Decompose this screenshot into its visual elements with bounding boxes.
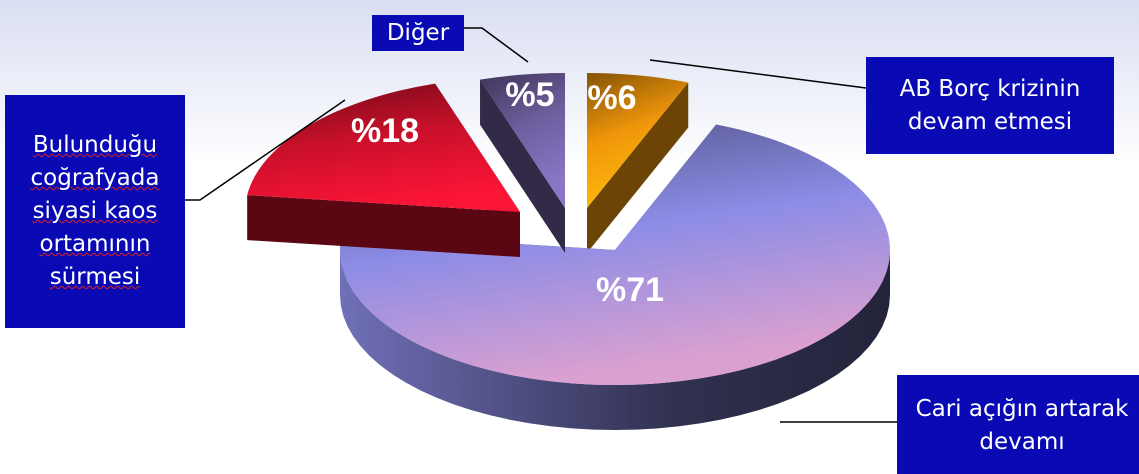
category-text: Diğer bbox=[386, 19, 450, 46]
slice bbox=[340, 124, 891, 430]
category-text: Cari açığın artarak devamı bbox=[915, 396, 1129, 455]
slice bbox=[247, 83, 520, 258]
category-label: AB Borç krizinin devam etmesi bbox=[866, 57, 1114, 154]
category-label: Diğer bbox=[372, 15, 464, 51]
slice-wall bbox=[587, 82, 689, 254]
category-text: Bulunduğu coğrafyada siyasi kaos ortamın… bbox=[30, 132, 160, 290]
value-label: %6 bbox=[587, 79, 636, 117]
category-label: Cari açığın artarak devamı bbox=[897, 375, 1139, 474]
category-text: AB Borç krizinin devam etmesi bbox=[899, 75, 1081, 135]
slice bbox=[480, 73, 565, 254]
slice-top bbox=[587, 73, 689, 208]
slice-top bbox=[480, 73, 565, 208]
slice-side bbox=[340, 250, 890, 430]
leader-line bbox=[649, 59, 867, 89]
leader-line bbox=[185, 99, 346, 201]
value-label: %18 bbox=[351, 112, 419, 150]
slice-wall bbox=[247, 195, 520, 257]
slice-top bbox=[247, 83, 520, 213]
leaders bbox=[185, 27, 897, 423]
category-label: Bulunduğu coğrafyada siyasi kaos ortamın… bbox=[5, 95, 185, 328]
value-label: %71 bbox=[596, 271, 664, 309]
slice-top bbox=[340, 124, 891, 386]
value-label: %5 bbox=[505, 76, 554, 114]
slice-wall bbox=[480, 79, 565, 254]
slice bbox=[587, 73, 689, 254]
leader-line bbox=[464, 27, 529, 63]
